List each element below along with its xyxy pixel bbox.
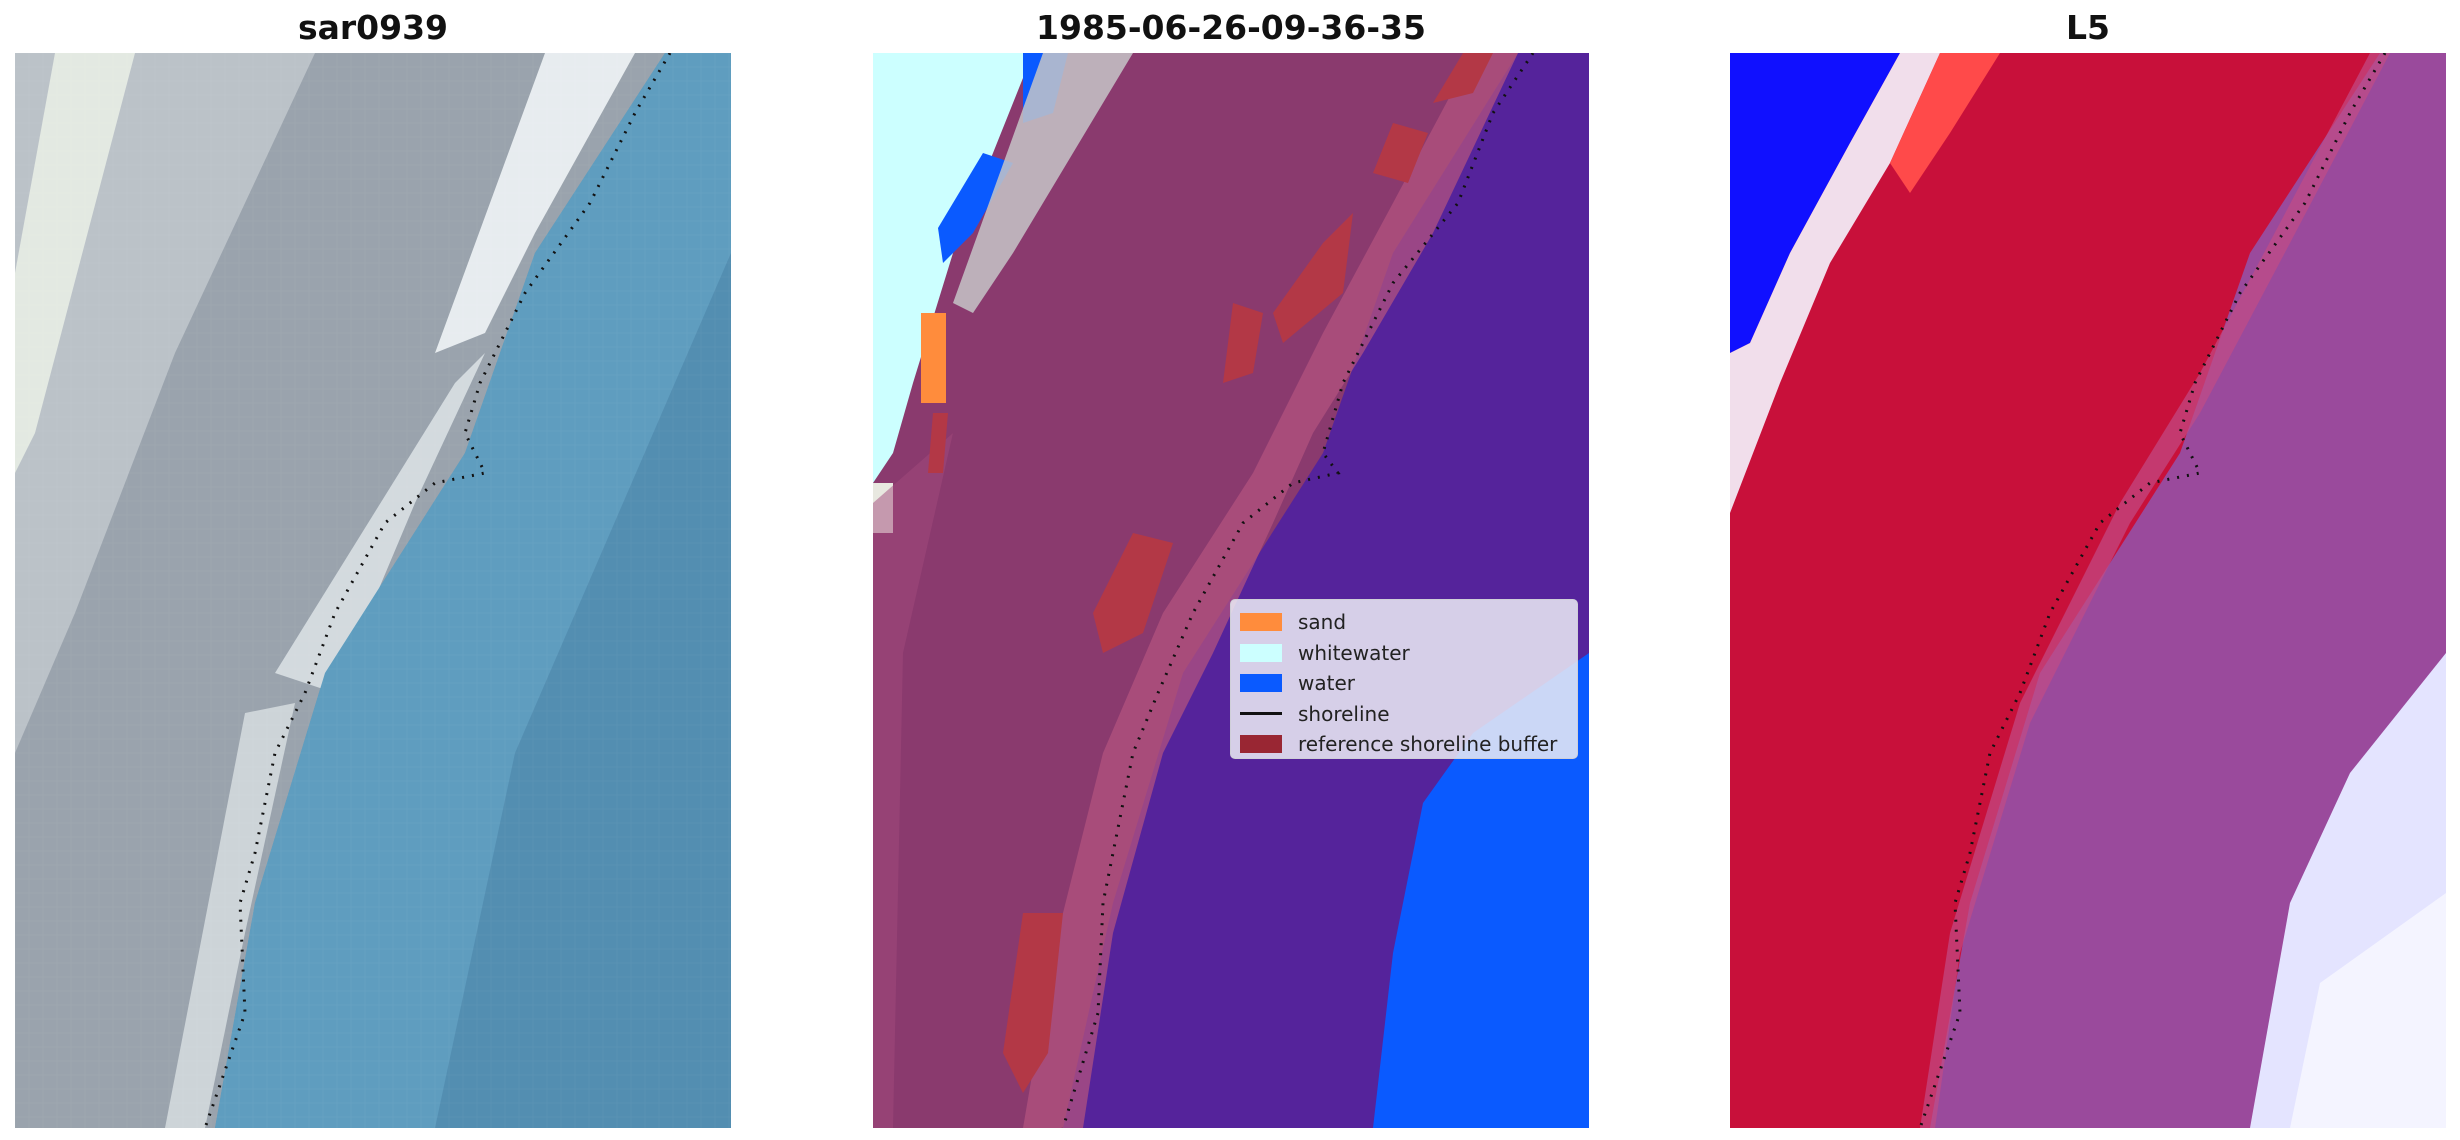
whitewater-patch [873, 53, 1033, 483]
legend-item-shoreline: shoreline [1240, 699, 1568, 730]
buffer-swatch [1240, 735, 1282, 754]
legend-item-sand: sand [1240, 607, 1568, 638]
blue-region [1730, 53, 1900, 353]
positive-zone [1730, 53, 2380, 1128]
shoreline-line [1061, 53, 1535, 1128]
legend-label-water: water [1298, 671, 1355, 696]
panel-title-classification: 1985-06-26-09-36-35 [1036, 8, 1426, 47]
sand-swatch [1240, 613, 1282, 632]
legend-item-whitewater: whitewater [1240, 638, 1568, 669]
legend-item-water: water [1240, 668, 1568, 699]
buffer-edge [1023, 53, 1518, 1128]
rgb-image [15, 53, 731, 1128]
legend-label-buffer: reference shoreline buffer [1298, 732, 1558, 757]
legend-label-shoreline: shoreline [1298, 701, 1390, 726]
shoreline-line [203, 53, 672, 1128]
index-image [1730, 53, 2446, 1128]
shoreline-swatch [1240, 705, 1282, 723]
sand-patch [921, 313, 946, 403]
water-swatch [1240, 674, 1282, 693]
legend: sand whitewater water shoreline referenc… [1230, 599, 1578, 759]
legend-item-buffer: reference shoreline buffer [1240, 729, 1568, 760]
classification-image [873, 53, 1589, 1128]
whitewater-swatch [1240, 643, 1282, 662]
water-patch-bottom [1373, 653, 1589, 1128]
shoreline-line [1918, 53, 2387, 1128]
legend-label-sand: sand [1298, 610, 1347, 635]
panel-title-rgb: sar0939 [297, 8, 449, 47]
panel-title-index: L5 [2066, 8, 2110, 47]
legend-label-whitewater: whitewater [1298, 640, 1410, 665]
